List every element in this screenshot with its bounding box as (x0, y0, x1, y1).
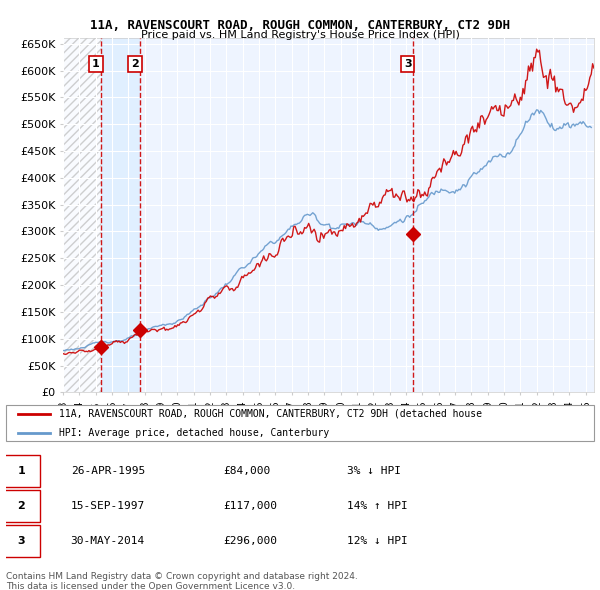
Text: 1: 1 (17, 466, 25, 476)
FancyBboxPatch shape (6, 405, 594, 441)
Text: 11A, RAVENSCOURT ROAD, ROUGH COMMON, CANTERBURY, CT2 9DH (detached house: 11A, RAVENSCOURT ROAD, ROUGH COMMON, CAN… (59, 409, 482, 419)
Text: 2: 2 (131, 59, 139, 69)
Text: £84,000: £84,000 (224, 466, 271, 476)
Text: 1: 1 (92, 59, 100, 69)
Text: 30-MAY-2014: 30-MAY-2014 (71, 536, 145, 546)
Text: This data is licensed under the Open Government Licence v3.0.: This data is licensed under the Open Gov… (6, 582, 295, 590)
Text: £117,000: £117,000 (224, 501, 278, 511)
FancyBboxPatch shape (3, 455, 40, 487)
FancyBboxPatch shape (3, 525, 40, 557)
Text: Contains HM Land Registry data © Crown copyright and database right 2024.: Contains HM Land Registry data © Crown c… (6, 572, 358, 581)
Text: 2: 2 (17, 501, 25, 511)
FancyBboxPatch shape (3, 490, 40, 522)
Text: 12% ↓ HPI: 12% ↓ HPI (347, 536, 408, 546)
Bar (101, 38, 140, 392)
Text: 26-APR-1995: 26-APR-1995 (71, 466, 145, 476)
Text: HPI: Average price, detached house, Canterbury: HPI: Average price, detached house, Cant… (59, 428, 329, 438)
Text: 15-SEP-1997: 15-SEP-1997 (71, 501, 145, 511)
Text: 3: 3 (17, 536, 25, 546)
Text: 14% ↑ HPI: 14% ↑ HPI (347, 501, 408, 511)
Bar (63, 38, 101, 392)
Text: 3% ↓ HPI: 3% ↓ HPI (347, 466, 401, 476)
Text: 3: 3 (404, 59, 412, 69)
Text: 11A, RAVENSCOURT ROAD, ROUGH COMMON, CANTERBURY, CT2 9DH: 11A, RAVENSCOURT ROAD, ROUGH COMMON, CAN… (90, 19, 510, 32)
Text: Price paid vs. HM Land Registry's House Price Index (HPI): Price paid vs. HM Land Registry's House … (140, 30, 460, 40)
Text: £296,000: £296,000 (224, 536, 278, 546)
